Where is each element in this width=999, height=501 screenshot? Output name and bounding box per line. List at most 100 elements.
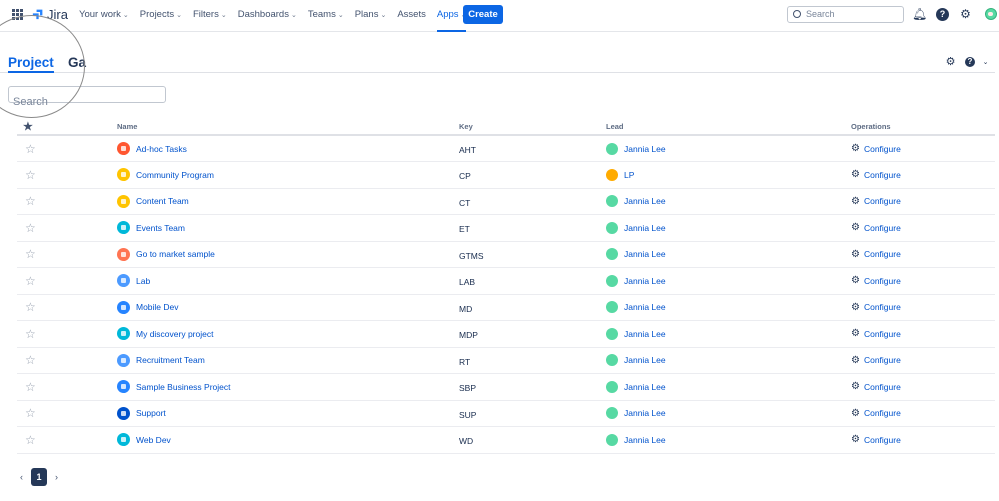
project-key: CP <box>459 161 606 189</box>
lead-link[interactable]: Jannia Lee <box>606 221 851 234</box>
lead-link[interactable]: Jannia Lee <box>606 195 851 208</box>
lead-link[interactable]: LP <box>606 168 851 181</box>
nav-apps[interactable]: Apps⌄ <box>436 0 467 32</box>
tab-gadgets[interactable]: Ga <box>68 55 87 70</box>
configure-label: Configure <box>863 434 901 445</box>
configure-link[interactable]: ⚙ Configure <box>851 434 995 445</box>
lead-link[interactable]: Jannia Lee <box>606 301 851 314</box>
star-icon[interactable]: ☆ <box>17 161 117 189</box>
star-icon[interactable]: ☆ <box>17 400 117 427</box>
star-icon[interactable]: ☆ <box>17 294 117 321</box>
star-icon[interactable]: ☆ <box>17 320 117 348</box>
gear-icon: ⚙ <box>851 301 860 313</box>
chevron-down-icon: ⌄ <box>337 12 344 19</box>
configure-link[interactable]: ⚙ Configure <box>851 275 995 286</box>
configure-label: Configure <box>863 169 901 180</box>
project-key: SUP <box>459 400 606 427</box>
chevron-down-icon: ⌄ <box>220 12 227 19</box>
create-button[interactable]: Create <box>463 5 503 24</box>
nav-teams[interactable]: Teams ⌄ <box>308 0 344 32</box>
project-link[interactable]: Lab <box>117 274 459 288</box>
lead-link[interactable]: Jannia Lee <box>606 433 851 446</box>
project-key: RT <box>459 347 606 374</box>
tab-project[interactable]: Project <box>8 55 54 73</box>
configure-link[interactable]: ⚙ Configure <box>851 302 995 313</box>
nav-filters[interactable]: Filters ⌄ <box>193 0 227 32</box>
configure-link[interactable]: ⚙ Configure <box>851 249 995 260</box>
lead-link[interactable]: Jannia Lee <box>606 142 851 155</box>
configure-link[interactable]: ⚙ Configure <box>851 408 995 419</box>
project-link[interactable]: Recruitment Team <box>117 353 459 367</box>
project-link[interactable]: Mobile Dev <box>117 300 459 314</box>
page-1-button[interactable]: 1 <box>31 468 47 486</box>
project-link[interactable]: Community Program <box>117 168 459 182</box>
configure-link[interactable]: ⚙ Configure <box>851 196 995 207</box>
nav-label: Assets <box>397 9 426 20</box>
key-column-header[interactable]: Key <box>459 118 606 136</box>
chevron-down-icon[interactable]: ⌄ <box>982 59 989 66</box>
star-icon[interactable]: ☆ <box>17 347 117 374</box>
lead-column-header: Lead <box>606 118 851 136</box>
user-avatar[interactable] <box>985 8 997 20</box>
app-switcher-icon[interactable] <box>12 9 23 20</box>
star-icon[interactable]: ☆ <box>17 188 117 215</box>
project-search-input[interactable]: Search <box>8 86 166 108</box>
project-link[interactable]: My discovery project <box>117 327 459 341</box>
project-icon <box>117 168 130 182</box>
page-help-icon[interactable]: ? <box>965 57 975 67</box>
lead-name: Jannia Lee <box>624 275 666 286</box>
prev-page-button[interactable]: ‹ <box>20 472 23 482</box>
lead-link[interactable]: Jannia Lee <box>606 354 851 367</box>
page-settings-icon[interactable]: ⚙ <box>945 56 956 68</box>
nav-assets[interactable]: Assets <box>397 0 426 32</box>
project-key: WD <box>459 426 606 454</box>
project-link[interactable]: Ad-hoc Tasks <box>117 142 459 155</box>
lead-link[interactable]: Jannia Lee <box>606 380 851 393</box>
settings-icon[interactable]: ⚙ <box>960 7 971 21</box>
project-link[interactable]: Support <box>117 406 459 420</box>
lead-link[interactable]: Jannia Lee <box>606 274 851 287</box>
configure-link[interactable]: ⚙ Configure <box>851 222 995 233</box>
project-icon <box>117 406 130 420</box>
star-icon[interactable]: ☆ <box>17 241 117 268</box>
global-search-input[interactable]: Search <box>787 6 904 23</box>
project-link[interactable]: Content Team <box>117 194 459 208</box>
configure-link[interactable]: ⚙ Configure <box>851 143 995 154</box>
gear-icon: ⚙ <box>851 169 860 181</box>
nav-label: Teams <box>307 9 336 20</box>
lead-link[interactable]: Jannia Lee <box>606 248 851 261</box>
project-icon <box>117 327 130 341</box>
lead-avatar <box>606 301 618 314</box>
help-icon[interactable]: ? <box>936 8 949 21</box>
notifications-icon[interactable]: 🔔︎ <box>912 7 928 21</box>
project-link[interactable]: Web Dev <box>117 433 459 447</box>
lead-avatar <box>606 380 618 393</box>
star-icon[interactable]: ☆ <box>17 214 117 242</box>
configure-link[interactable]: ⚙ Configure <box>851 381 995 392</box>
star-icon[interactable]: ☆ <box>17 426 117 454</box>
nav-your-work[interactable]: Your work ⌄ <box>79 0 129 32</box>
star-icon[interactable]: ☆ <box>17 267 117 295</box>
nav-dashboards[interactable]: Dashboards ⌄ <box>238 0 297 32</box>
project-link[interactable]: Sample Business Project <box>117 380 459 394</box>
configure-link[interactable]: ⚙ Configure <box>851 169 995 180</box>
lead-link[interactable]: Jannia Lee <box>606 327 851 340</box>
jira-logo[interactable]: Jira <box>31 7 68 22</box>
search-placeholder: Search <box>13 96 48 108</box>
star-icon[interactable]: ☆ <box>17 135 117 162</box>
project-link[interactable]: Events Team <box>117 221 459 235</box>
nav-projects[interactable]: Projects ⌄ <box>140 0 182 32</box>
next-page-button[interactable]: › <box>55 472 58 482</box>
nav-plans[interactable]: Plans ⌄ <box>355 0 387 32</box>
project-link[interactable]: Go to market sample <box>117 247 459 261</box>
name-column-header[interactable]: Name <box>117 118 459 136</box>
configure-label: Configure <box>863 249 901 260</box>
configure-link[interactable]: ⚙ Configure <box>851 328 995 339</box>
configure-link[interactable]: ⚙ Configure <box>851 355 995 366</box>
lead-name: Jannia Lee <box>624 328 666 339</box>
lead-link[interactable]: Jannia Lee <box>606 407 851 420</box>
star-icon[interactable]: ☆ <box>17 373 117 401</box>
projects-table: ★ Name Key Lead Operations ☆ Ad-hoc Task… <box>17 118 995 454</box>
project-name: Sample Business Project <box>136 381 231 392</box>
lead-avatar <box>606 221 618 234</box>
